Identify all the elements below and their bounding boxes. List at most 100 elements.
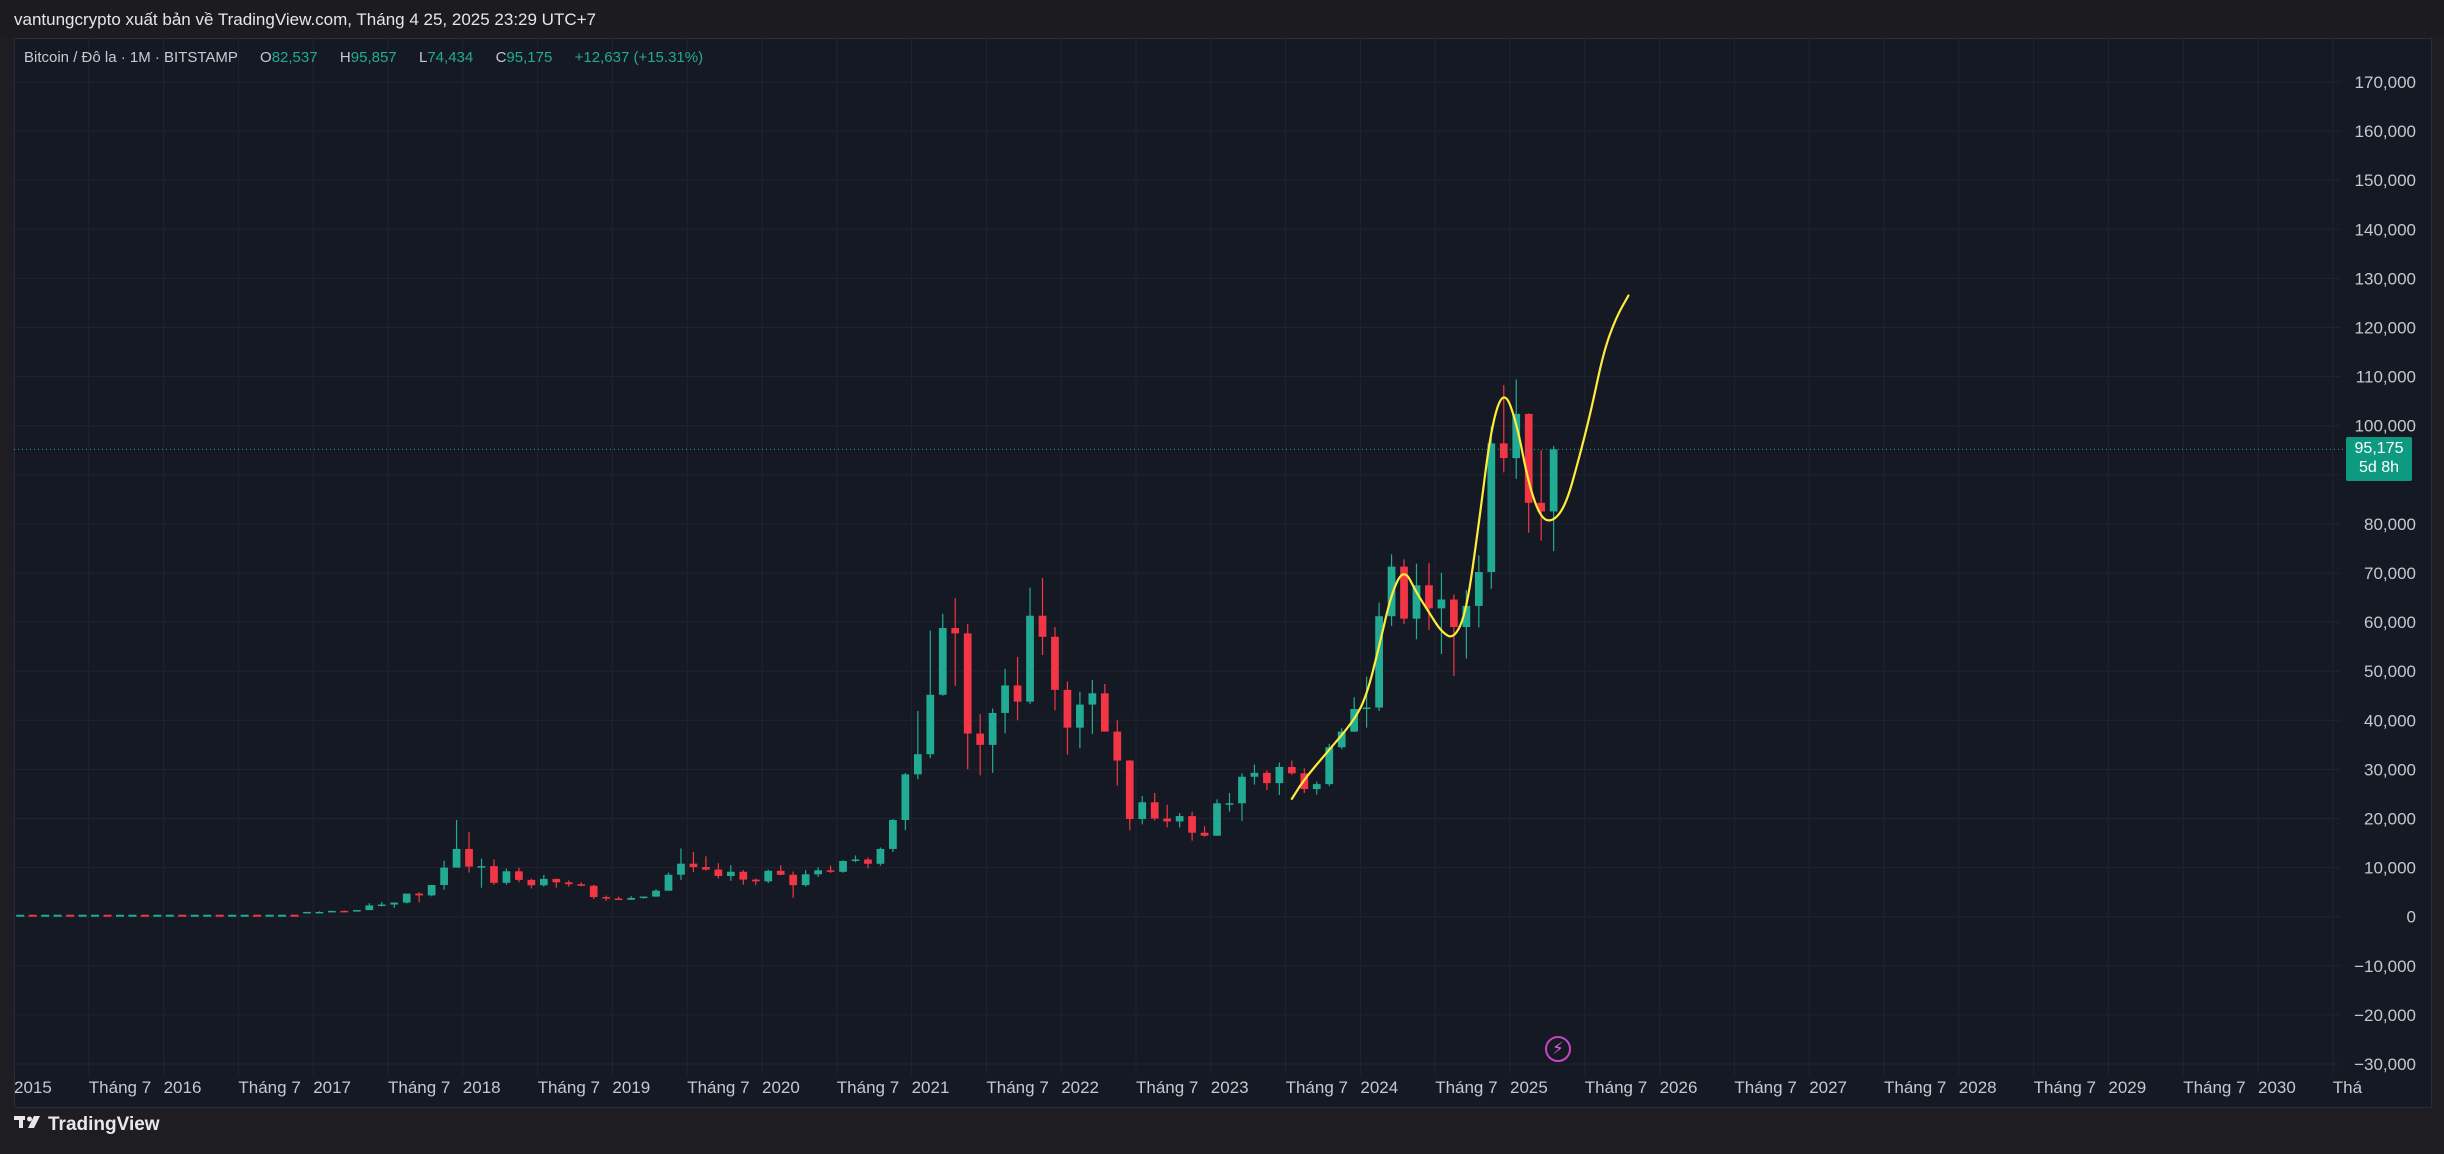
price-axis-label: 100,000 xyxy=(2355,417,2416,436)
time-axis-label: Tháng 7 xyxy=(1585,1078,1647,1097)
candle-body xyxy=(1100,693,1109,732)
candle-body xyxy=(988,712,997,745)
candle-body xyxy=(1250,772,1259,777)
candle-body xyxy=(1113,731,1122,761)
time-axis-label: Tháng 7 xyxy=(388,1078,450,1097)
candle-body xyxy=(851,859,860,861)
candle-body xyxy=(602,897,611,899)
candle-body xyxy=(340,910,349,913)
price-axis-label: −20,000 xyxy=(2354,1006,2416,1025)
legend-change: +12,637 (+15.31%) xyxy=(574,49,704,66)
candle-body xyxy=(1213,803,1221,836)
legend-close-label: C xyxy=(495,49,507,66)
price-axis-label: 70,000 xyxy=(2364,564,2416,583)
candle-body xyxy=(739,871,748,880)
publish-info: vantungcrypto xuất bản về TradingView.co… xyxy=(14,10,597,29)
candle-body xyxy=(627,897,635,900)
candle-body xyxy=(1499,443,1508,459)
candle-body xyxy=(1088,693,1097,705)
candle-body xyxy=(1412,585,1421,619)
price-axis-label: 0 xyxy=(2407,908,2416,927)
time-axis-label: 2023 xyxy=(1211,1078,1249,1097)
candle-body xyxy=(577,884,586,886)
candle-body xyxy=(1175,816,1184,822)
candle-body xyxy=(477,866,486,868)
lightning-icon[interactable]: ⚡ xyxy=(1545,1036,1571,1062)
time-axis-label: 2026 xyxy=(1660,1078,1698,1097)
candle-body xyxy=(714,869,723,876)
legend-symbol[interactable]: Bitcoin / Đô la · 1M · BITSTAMP xyxy=(24,49,238,66)
freehand-drawing[interactable] xyxy=(1290,294,1630,800)
time-axis-label: Tháng 7 xyxy=(89,1078,151,1097)
legend-open-value: 82,537 xyxy=(271,49,318,66)
time-axis-label: Tháng 7 xyxy=(986,1078,1048,1097)
candle-body xyxy=(1051,636,1059,690)
candle-body xyxy=(639,896,648,899)
candle-body xyxy=(1425,585,1433,609)
candle-body xyxy=(1287,766,1296,774)
candle-body xyxy=(814,870,822,875)
brand-name: TradingView xyxy=(48,1114,160,1136)
price-axis-label: 30,000 xyxy=(2364,760,2416,779)
price-axis-label: −30,000 xyxy=(2354,1055,2416,1074)
candle-body xyxy=(926,694,935,755)
candle-body xyxy=(963,633,972,734)
last-price-tag: 95,175 5d 8h xyxy=(2346,437,2412,481)
candle-body xyxy=(976,733,985,745)
candle-body xyxy=(1163,818,1172,822)
candle-body xyxy=(789,874,798,886)
candle-body xyxy=(1387,566,1396,617)
candle-body xyxy=(589,885,598,898)
tradingview-logo-icon xyxy=(14,1114,44,1136)
candle-body xyxy=(328,910,336,913)
time-axis-label: 2028 xyxy=(1959,1078,1997,1097)
candle-body xyxy=(664,874,673,891)
candle-body xyxy=(876,848,885,864)
candle-body xyxy=(1138,802,1147,819)
legend-high-label: H xyxy=(339,49,351,66)
price-axis-label: 120,000 xyxy=(2355,319,2416,338)
price-axis-label: 10,000 xyxy=(2364,859,2416,878)
time-axis-label: Tháng 7 xyxy=(1136,1078,1198,1097)
candle-body xyxy=(726,871,735,876)
price-axis-label: 150,000 xyxy=(2355,171,2416,190)
time-axis-label: 2027 xyxy=(1809,1078,1847,1097)
candle-body xyxy=(1325,747,1334,785)
time-axis-label: 2016 xyxy=(164,1078,202,1097)
candle-body xyxy=(1462,605,1471,628)
tradingview-brand[interactable]: TradingView xyxy=(14,1114,160,1144)
time-axis-label: Tháng 7 xyxy=(1435,1078,1497,1097)
price-axis-label: 110,000 xyxy=(2356,368,2416,387)
candle-body xyxy=(303,911,311,914)
time-axis-label: Tháng 7 xyxy=(1286,1078,1348,1097)
candle-body xyxy=(365,905,374,911)
candle-body xyxy=(1549,449,1558,512)
candle-body xyxy=(1337,731,1346,748)
time-axis-label: Tháng 7 xyxy=(837,1078,899,1097)
candle-body xyxy=(1362,707,1371,710)
price-axis-label: 40,000 xyxy=(2364,711,2416,730)
price-axis-label: 50,000 xyxy=(2364,662,2416,681)
time-axis-label: 2019 xyxy=(612,1078,650,1097)
candle-body xyxy=(1125,760,1134,819)
candle-body xyxy=(415,893,424,896)
candle-body xyxy=(839,860,847,872)
symbol-legend: Bitcoin / Đô la · 1M · BITSTAMP O82,537 … xyxy=(24,49,703,66)
candle-body xyxy=(702,867,710,870)
legend-close-value: 95,175 xyxy=(506,49,553,66)
time-axis-label: 2015 xyxy=(14,1078,52,1097)
candle-body xyxy=(1400,566,1408,619)
price-axis-label: 160,000 xyxy=(2355,122,2416,141)
candle-body xyxy=(564,882,573,885)
candle-body xyxy=(751,879,760,882)
time-axis-label: 2022 xyxy=(1061,1078,1099,1097)
time-axis-label: 2018 xyxy=(463,1078,501,1097)
candle-body xyxy=(527,879,536,886)
time-axis-label: 2025 xyxy=(1510,1078,1548,1097)
candle-body xyxy=(1275,766,1284,784)
time-axis-label: Tháng 7 xyxy=(2034,1078,2096,1097)
time-axis-label: Tháng 7 xyxy=(1734,1078,1796,1097)
legend-low-value: 74,434 xyxy=(427,49,474,66)
candle-body xyxy=(689,863,698,868)
